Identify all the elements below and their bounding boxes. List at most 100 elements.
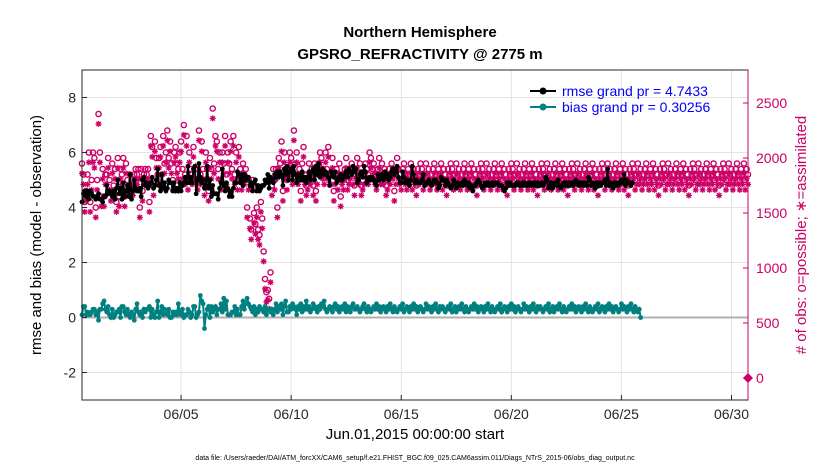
obs-assimilated-point [612, 170, 619, 177]
obs-possible-point [546, 165, 554, 173]
obs-possible-point [589, 160, 596, 167]
obs-assimilated-point [535, 175, 542, 182]
obs-assimilated-point [178, 148, 185, 155]
obs-assimilated-point [303, 192, 310, 199]
x-tick-label: 06/30 [714, 406, 749, 422]
obs-assimilated-point [215, 175, 222, 182]
obs-assimilated-point [450, 186, 457, 193]
obs-possible-point [353, 154, 361, 162]
obs-assimilated-point [290, 137, 297, 144]
rmse-point [353, 166, 359, 172]
legend-rmse-label: rmse grand pr = 4.7433 [562, 83, 708, 99]
bias-point [241, 306, 247, 312]
y-tick-label-left: 4 [68, 200, 76, 216]
obs-assimilated-point [643, 170, 650, 177]
bias-point [156, 315, 162, 320]
y-tick-label-right: 500 [756, 315, 780, 331]
bias-point [149, 306, 155, 312]
obs-assimilated-point [389, 175, 396, 182]
bias-point [105, 304, 111, 309]
obs-assimilated-point [307, 181, 314, 188]
obs-possible-point [356, 160, 364, 167]
obs-assimilated-point [559, 170, 566, 177]
rmse-point [188, 174, 194, 180]
obs-assimilated-point [358, 192, 365, 199]
obs-assimilated-point [95, 120, 102, 127]
rmse-point [605, 166, 611, 172]
obs-assimilated-point [511, 186, 518, 193]
legend-bias-label: bias grand pr = 0.30256 [562, 99, 710, 115]
x-tick-label: 06/25 [604, 406, 639, 422]
bias-point [98, 306, 104, 312]
bias-point [281, 304, 287, 309]
rmse-point [544, 177, 550, 183]
obs-assimilated-point [329, 164, 336, 171]
obs-assimilated-point [212, 142, 219, 149]
obs-assimilated-point [666, 181, 673, 188]
obs-assimilated-point [670, 181, 677, 188]
bias-point [120, 304, 126, 309]
obs-assimilated-point [310, 192, 317, 199]
obs-assimilated-point [632, 186, 639, 193]
obs-assimilated-point [149, 153, 156, 160]
obs-assimilated-point [113, 208, 120, 215]
obs-assimilated-point [630, 175, 637, 182]
obs-assimilated-point [211, 170, 218, 177]
rmse-point [219, 166, 225, 172]
obs-possible-point [275, 154, 283, 162]
obs-assimilated-point [647, 175, 654, 182]
rmse-point [303, 180, 309, 186]
obs-assimilated-point [491, 170, 498, 177]
obs-possible-point [151, 138, 159, 145]
obs-possible-point [521, 160, 529, 167]
bias-point [628, 301, 634, 307]
obs-assimilated-point [560, 186, 567, 193]
bias-point [222, 306, 228, 312]
rmse-point [286, 177, 291, 183]
obs-possible-point [677, 165, 684, 173]
obs-assimilated-point [640, 181, 647, 188]
obs-possible-point [114, 154, 122, 162]
obs-assimilated-point [398, 186, 405, 193]
obs-possible-point [257, 198, 265, 206]
obs-assimilated-point [546, 175, 553, 182]
obs-assimilated-point [94, 186, 101, 193]
obs-assimilated-point [228, 175, 235, 182]
obs-assimilated-point [677, 175, 684, 182]
obs-assimilated-point [387, 181, 394, 188]
obs-possible-point [649, 160, 657, 167]
obs-assimilated-point [325, 153, 332, 160]
obs-possible-point [290, 127, 298, 134]
obs-assimilated-point [168, 170, 175, 177]
obs-possible-point [293, 149, 300, 156]
obs-possible-point [146, 198, 153, 206]
obs-assimilated-point [707, 175, 714, 182]
obs-possible-point [629, 160, 636, 167]
obs-assimilated-point [654, 181, 661, 188]
y-tick-label-right: 2500 [756, 95, 787, 111]
rmse-point [125, 183, 130, 188]
obs-possible-point [393, 154, 401, 162]
bias-point [347, 309, 353, 315]
obs-assimilated-point [725, 170, 732, 177]
rmse-point [116, 191, 122, 197]
rmse-point [162, 180, 167, 186]
obs-possible-point [165, 154, 172, 162]
obs-possible-point [108, 160, 116, 167]
obs-assimilated-point [648, 181, 655, 188]
obs-assimilated-point [391, 197, 398, 204]
obs-possible-point [437, 160, 445, 167]
bias-point [595, 301, 601, 307]
obs-assimilated-point [685, 192, 692, 199]
rmse-point [148, 180, 154, 186]
rmse-series [79, 161, 635, 205]
rmse-point [233, 180, 239, 186]
bias-point [277, 306, 283, 312]
obs-possible-point [227, 138, 234, 145]
obs-assimilated-point [505, 175, 512, 182]
rmse-point [200, 177, 206, 183]
obs-possible-point [452, 160, 460, 167]
obs-assimilated-point [531, 175, 538, 182]
obs-assimilated-point [714, 181, 721, 188]
